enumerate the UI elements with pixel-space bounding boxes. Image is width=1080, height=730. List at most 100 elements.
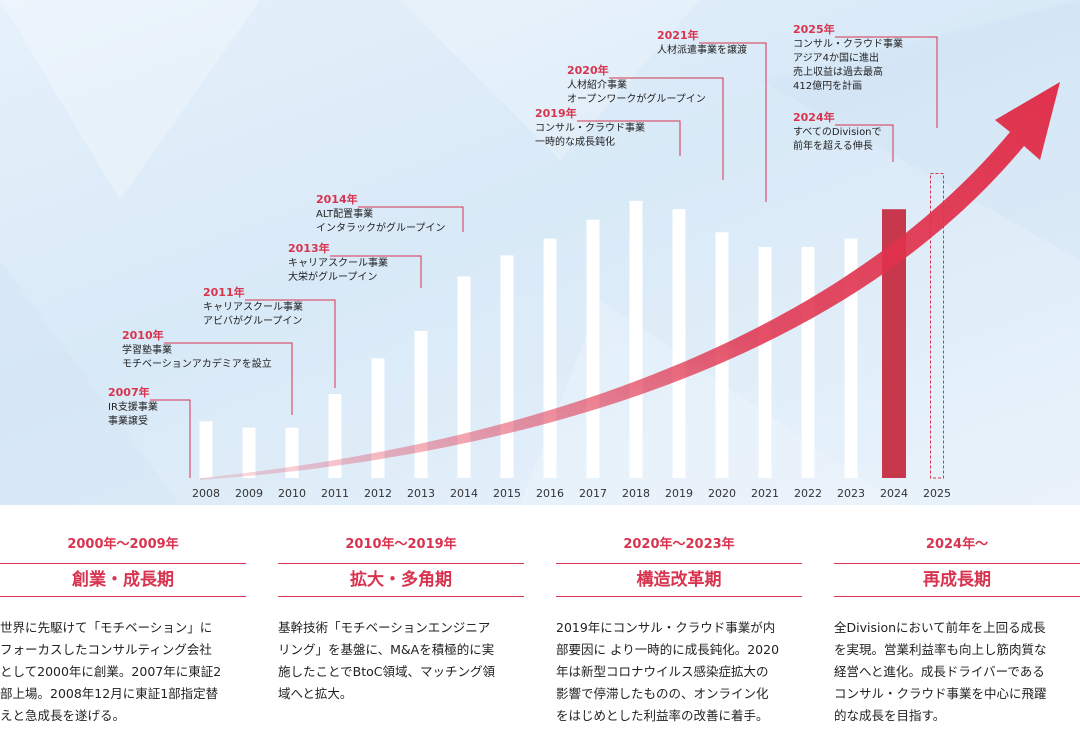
annotation-leader [835,124,894,162]
desc-line: として2000年に創業。2007年に東証2 [0,664,222,679]
phase-divider [556,596,802,597]
annotation-leader [358,206,464,232]
annotation-text: IR支援事業 [108,400,158,413]
annotation-text: 大栄がグループイン [288,270,377,283]
bar-2011 [328,394,342,478]
bar-2023 [844,238,858,478]
bar-2008 [199,421,213,478]
phase-divider [278,563,524,564]
phase-divider [278,596,524,597]
annotation-year: 2013年 [288,241,330,255]
annotation-text: インタラックがグループイン [316,221,445,234]
desc-line: 影響で停滞したものの、オンライン化 [556,686,769,701]
bar-2018 [629,200,643,479]
annotation-year: 2021年 [657,28,699,42]
annotation-text: 学習塾事業 [122,343,172,356]
phase-name: 構造改革期 [636,570,722,590]
annotation-year: 2019年 [535,106,577,120]
desc-line: 年は新型コロナウイルス感染症拡大の [556,664,769,679]
phase-1: 2000年～2009年 創業・成長期 世界に先駆けて「モチベーション」に フォー… [0,535,246,727]
desc-line: 部要因に より一時的に成長鈍化。2020 [556,642,780,657]
bg-facet [0,260,180,505]
annotation-leader [609,77,724,180]
phase-divider [0,563,246,564]
annotation-leader [699,42,767,202]
desc-line: 施したことでBtoC領域、マッチング領 [278,664,495,679]
x-tick-2023: 2023 [837,487,865,500]
annotation-text: オープンワークがグループイン [567,92,706,105]
phase-divider [0,596,246,597]
annotation-text: 人材派遣事業を譲渡 [657,43,747,56]
x-tick-2010: 2010 [278,487,306,500]
annotation-text: キャリアスクール事業 [288,256,388,269]
bar-2013 [414,331,428,478]
phase-description: 基幹技術「モチベーションエンジニア リング」を基盤に、M&Aを積極的に実 施した… [278,617,524,705]
annotation-leader [245,299,336,388]
desc-line: コンサル・クラウド事業を中心に飛躍 [834,686,1047,701]
phase-2: 2010年～2019年 拡大・多角期 基幹技術「モチベーションエンジニア リング… [278,535,524,705]
annotation-text: アビバがグループイン [203,314,302,327]
bar-2019 [672,209,686,478]
x-tick-2013: 2013 [407,487,435,500]
x-tick-2020: 2020 [708,487,736,500]
annotation-year: 2024年 [793,110,835,124]
x-tick-2019: 2019 [665,487,693,500]
phase-period: 2020年～2023年 [623,537,735,552]
annotation-year: 2007年 [108,385,150,399]
annotation-text: すべてのDivisionで [793,126,882,138]
annotation-text: 412億円を計画 [793,79,862,92]
bar-2010 [285,427,299,478]
annotation-year: 2020年 [567,63,609,77]
desc-line: えと急成長を遂げる。 [0,708,126,723]
bar-2016 [543,238,557,478]
desc-line: 全Divisionにおいて前年を上回る成長 [834,620,1046,635]
desc-line: 的な成長を目指す。 [834,708,946,723]
bar-2014 [457,276,471,478]
desc-line: 2019年にコンサル・クラウド事業が内 [556,620,776,635]
phase-description: 全Divisionにおいて前年を上回る成長 を実現。営業利益率も向上し筋肉質な … [834,617,1080,727]
growth-chart-area: 2007年 IR支援事業 事業譲受 2010年 学習塾事業 モチベーションアカデミアを設立… [0,0,1080,505]
phase-name: 拡大・多角期 [350,570,452,590]
x-tick-2025: 2025 [923,487,951,500]
phase-name: 再成長期 [923,570,991,590]
x-tick-2014: 2014 [450,487,478,500]
phase-4: 2024年～ 再成長期 全Divisionにおいて前年を上回る成長 を実現。営業… [834,535,1080,727]
annotation-year: 2010年 [122,328,164,342]
x-tick-2021: 2021 [751,487,779,500]
bar-2025 [930,173,944,479]
annotation-text: 売上収益は過去最高 [793,65,883,78]
desc-line: 経営へと進化。成長ドライバーである [834,664,1045,679]
desc-line: をはじめとした利益率の改善に着手。 [556,708,769,723]
annotation-text: ALT配置事業 [316,207,373,220]
desc-line: 域へと拡大。 [278,686,353,701]
annotation-text: アジア4か国に進出 [793,51,879,64]
x-tick-2018: 2018 [622,487,650,500]
annotation-year: 2014年 [316,192,358,206]
annotation-year: 2025年 [793,22,835,36]
annotation-text: コンサル・クラウド事業 [535,121,645,134]
annotation-leader [835,36,938,128]
annotation-leader [577,120,681,156]
annotation-text: 事業譲受 [108,414,148,427]
desc-line: フォーカスしたコンサルティング会社 [0,642,212,657]
phase-divider [556,563,802,564]
annotation-leader [330,255,422,288]
bg-facet [400,0,700,160]
bar-2022 [801,247,815,478]
desc-line: 世界に先駆けて「モチベーション」に [0,620,213,635]
bar-2015 [500,255,514,478]
bg-facet [760,0,1080,260]
x-tick-2009: 2009 [235,487,263,500]
phase-description: 世界に先駆けて「モチベーション」に フォーカスしたコンサルティング会社 として2… [0,617,246,727]
annotation-leader [150,399,191,478]
phase-divider [834,563,1080,564]
annotation-text: 一時的な成長鈍化 [535,135,615,148]
desc-line: 基幹技術「モチベーションエンジニア [278,620,491,635]
phase-period: 2000年～2009年 [67,537,179,552]
annotation-text: 前年を超える伸長 [793,139,873,152]
bar-2021 [758,247,772,478]
x-tick-2011: 2011 [321,487,349,500]
desc-line: を実現。営業利益率も向上し筋肉質な [834,642,1047,657]
bg-facet [0,0,260,200]
x-tick-2008: 2008 [192,487,220,500]
